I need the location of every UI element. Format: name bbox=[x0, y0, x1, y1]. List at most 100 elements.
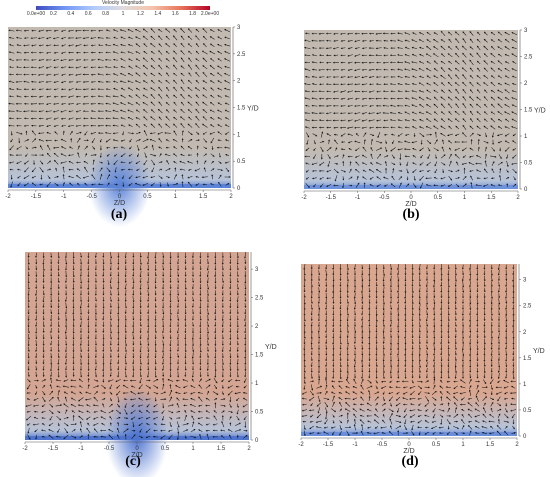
velocity-arrow bbox=[311, 112, 318, 114]
velocity-arrow bbox=[69, 182, 73, 186]
velocity-arrow-head bbox=[60, 110, 63, 113]
velocity-arrow-head bbox=[157, 132, 160, 135]
velocity-arrow bbox=[306, 139, 309, 145]
velocity-arrow bbox=[347, 90, 354, 93]
velocity-arrow-head bbox=[312, 47, 314, 49]
velocity-arrow-head bbox=[165, 58, 168, 61]
velocity-arrow bbox=[122, 131, 124, 135]
velocity-arrow-head bbox=[90, 102, 93, 105]
velocity-arrow bbox=[31, 44, 37, 47]
velocity-arrow bbox=[120, 58, 126, 62]
velocity-arrow bbox=[9, 117, 15, 120]
velocity-arrow-head bbox=[228, 176, 231, 178]
velocity-arrow-head bbox=[187, 64, 190, 67]
velocity-arrow bbox=[319, 90, 325, 92]
velocity-arrow bbox=[61, 103, 66, 105]
velocity-arrow-head bbox=[165, 139, 168, 141]
velocity-arrow bbox=[75, 66, 82, 69]
velocity-arrow bbox=[54, 81, 59, 83]
velocity-arrow bbox=[128, 73, 134, 77]
velocity-arrow bbox=[225, 131, 230, 135]
velocity-arrow-head bbox=[227, 183, 230, 185]
velocity-arrow bbox=[151, 182, 155, 187]
velocity-arrow-head bbox=[107, 182, 110, 185]
velocity-arrow-head bbox=[30, 51, 33, 54]
velocity-arrow-head bbox=[142, 102, 145, 104]
velocity-arrow-head bbox=[202, 57, 205, 60]
velocity-arrow-head bbox=[149, 138, 152, 141]
velocity-arrow bbox=[121, 87, 126, 91]
velocity-arrow-head bbox=[35, 154, 38, 157]
velocity-arrow bbox=[326, 76, 332, 78]
velocity-arrow bbox=[46, 73, 52, 76]
velocity-arrow-head bbox=[105, 80, 108, 83]
velocity-arrow-head bbox=[180, 65, 183, 68]
velocity-arrow-head bbox=[112, 102, 115, 105]
velocity-arrow bbox=[152, 145, 154, 151]
velocity-arrow-head bbox=[46, 37, 49, 40]
velocity-arrow-head bbox=[68, 118, 71, 120]
velocity-arrow bbox=[319, 176, 324, 180]
velocity-arrow bbox=[46, 66, 52, 69]
velocity-arrow bbox=[180, 72, 185, 77]
velocity-arrow-head bbox=[211, 148, 214, 151]
velocity-arrow bbox=[54, 160, 59, 165]
velocity-arrow-head bbox=[62, 166, 65, 169]
velocity-arrow-head bbox=[335, 147, 338, 150]
velocity-arrow-head bbox=[224, 133, 227, 135]
velocity-arrow bbox=[173, 64, 178, 70]
velocity-arrow bbox=[135, 183, 141, 186]
velocity-arrow bbox=[195, 58, 200, 62]
velocity-arrow-head bbox=[224, 29, 227, 31]
velocity-arrow-head bbox=[348, 148, 351, 150]
velocity-arrow-head bbox=[150, 116, 153, 119]
velocity-arrow bbox=[180, 109, 185, 114]
y-tick-label: 2 bbox=[237, 79, 241, 85]
velocity-arrow bbox=[121, 146, 126, 149]
velocity-arrow bbox=[225, 183, 230, 186]
velocity-arrow-head bbox=[210, 102, 212, 104]
velocity-arrow bbox=[54, 66, 59, 68]
velocity-arrow bbox=[16, 37, 22, 39]
velocity-arrow bbox=[60, 59, 67, 61]
velocity-arrow bbox=[91, 138, 96, 143]
velocity-arrow-head bbox=[105, 37, 108, 39]
velocity-arrow-head bbox=[101, 161, 104, 164]
velocity-arrow-head bbox=[332, 61, 335, 64]
velocity-arrow-head bbox=[165, 116, 168, 118]
velocity-arrow-head bbox=[311, 54, 314, 56]
velocity-arrow bbox=[158, 94, 163, 99]
velocity-arrow bbox=[217, 29, 222, 33]
velocity-arrow-head bbox=[82, 88, 85, 91]
velocity-arrow-head bbox=[340, 40, 343, 42]
velocity-arrow-head bbox=[210, 117, 213, 119]
velocity-arrow bbox=[120, 51, 126, 54]
velocity-arrow-head bbox=[82, 124, 85, 127]
velocity-arrow-head bbox=[127, 44, 130, 46]
velocity-arrow-head bbox=[143, 50, 146, 53]
velocity-arrow bbox=[127, 29, 134, 33]
velocity-arrow-head bbox=[60, 88, 63, 91]
velocity-arrow-head bbox=[151, 170, 154, 173]
velocity-arrow bbox=[326, 112, 332, 114]
velocity-arrow-head bbox=[227, 170, 230, 172]
velocity-arrow-head bbox=[326, 133, 329, 135]
velocity-arrow-head bbox=[201, 50, 204, 53]
velocity-arrow bbox=[99, 167, 103, 172]
velocity-arrow bbox=[166, 109, 170, 113]
velocity-arrow bbox=[195, 72, 200, 77]
velocity-arrow-head bbox=[313, 185, 316, 188]
velocity-arrow-head bbox=[347, 155, 350, 158]
velocity-arrow bbox=[165, 28, 171, 33]
velocity-arrow bbox=[342, 154, 345, 159]
velocity-arrow-head bbox=[165, 102, 168, 104]
velocity-arrow bbox=[120, 44, 126, 47]
velocity-arrow-head bbox=[67, 103, 70, 105]
velocity-arrow bbox=[218, 182, 222, 187]
velocity-arrow-head bbox=[68, 175, 71, 178]
velocity-arrow-head bbox=[112, 43, 115, 46]
velocity-arrow-head bbox=[311, 39, 314, 42]
velocity-arrow bbox=[46, 132, 51, 135]
velocity-arrow bbox=[47, 168, 51, 171]
